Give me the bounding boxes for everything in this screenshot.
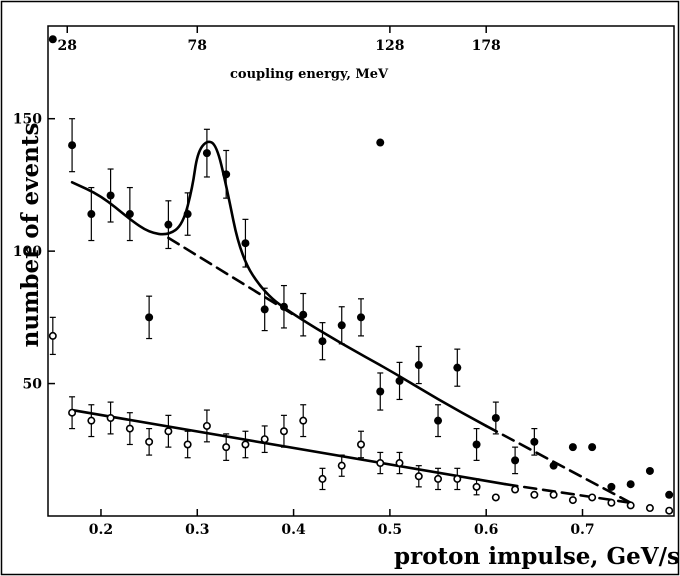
open-data-point <box>588 493 597 502</box>
open-data-point <box>125 424 134 433</box>
filled-data-point <box>183 210 192 219</box>
filled-data-point <box>125 210 134 219</box>
filled-data-point <box>145 313 154 322</box>
open-data-point <box>279 427 288 436</box>
top-tick-label: 128 <box>375 38 404 54</box>
filled-data-point <box>202 149 211 158</box>
x-axis-label: proton impulse, GeV/sec <box>394 543 680 570</box>
filled-data-point <box>318 337 327 346</box>
open-data-point <box>376 459 385 468</box>
open-data-point <box>568 496 577 505</box>
filled-data-point <box>48 35 57 44</box>
open-data-point <box>472 482 481 491</box>
x-tick-label: 0.2 <box>89 522 113 538</box>
filled-data-point <box>376 387 385 396</box>
open-data-point <box>87 416 96 425</box>
filled-data-point <box>260 305 269 314</box>
filled-data-point <box>222 170 231 179</box>
open-data-point <box>511 485 520 494</box>
dashed-fit-curve <box>484 424 632 505</box>
dashed-fit-curve <box>167 236 295 317</box>
open-data-point <box>607 498 616 507</box>
open-data-point <box>202 421 211 430</box>
y-tick-label: 100 <box>13 244 42 260</box>
filled-data-point <box>299 310 308 319</box>
x-tick-label: 0.4 <box>281 522 306 538</box>
open-data-point <box>222 443 231 452</box>
open-data-point <box>68 408 77 417</box>
filled-data-point <box>87 210 96 219</box>
filled-data-point <box>414 361 423 370</box>
open-data-point <box>491 493 500 502</box>
filled-data-point <box>279 302 288 311</box>
filled-data-point <box>68 141 77 150</box>
open-data-point <box>626 501 635 510</box>
open-data-point <box>645 504 654 513</box>
open-data-point <box>356 440 365 449</box>
fit-curve <box>70 140 488 428</box>
filled-data-point <box>106 191 115 200</box>
open-data-point <box>414 472 423 481</box>
x-tick-label: 0.5 <box>378 522 402 538</box>
open-data-point <box>241 440 250 449</box>
filled-data-point <box>626 480 635 489</box>
top-tick-label: 78 <box>188 38 207 54</box>
y-axis-label: number of events <box>17 123 44 348</box>
filled-data-point <box>434 416 443 425</box>
filled-data-point <box>395 376 404 385</box>
open-data-point <box>299 416 308 425</box>
filled-data-point <box>511 456 520 465</box>
x-tick-label: 0.6 <box>474 522 498 538</box>
filled-data-point <box>472 440 481 449</box>
data-points <box>48 35 674 515</box>
x-tick-label: 0.3 <box>185 522 209 538</box>
open-data-point <box>260 435 269 444</box>
filled-data-point <box>453 363 462 372</box>
filled-data-point <box>568 443 577 452</box>
y-tick-label: 50 <box>23 377 43 393</box>
fit-curves <box>70 140 632 505</box>
filled-data-point <box>357 313 365 322</box>
tick-labels: 0.2 0.3 0.4 0.5 0.6 0.7 50 100 150 28 78 128 178 <box>13 38 595 538</box>
open-data-point <box>395 459 404 468</box>
plot-frame <box>47 25 675 517</box>
open-data-point <box>318 474 327 483</box>
filled-data-point <box>164 220 173 229</box>
open-data-point <box>453 474 462 483</box>
filled-data-point <box>665 490 674 499</box>
x-tick-label: 0.7 <box>570 522 594 538</box>
open-data-point <box>665 506 674 515</box>
top-tick-label: 178 <box>472 38 501 54</box>
open-data-point <box>549 490 558 499</box>
open-data-point <box>48 331 57 340</box>
top-axis-label: coupling energy, MeV <box>230 67 389 82</box>
filled-data-point <box>607 482 616 491</box>
open-data-point <box>145 437 154 446</box>
filled-data-point <box>241 239 250 248</box>
open-data-point <box>164 427 173 436</box>
filled-data-point <box>376 138 385 147</box>
filled-data-point <box>530 437 539 446</box>
open-data-point <box>530 490 539 499</box>
open-data-point <box>183 440 192 449</box>
filled-data-point <box>337 321 346 330</box>
filled-data-point <box>491 414 500 422</box>
filled-data-point <box>549 461 558 470</box>
axis-ticks <box>48 26 584 516</box>
fit-curve <box>70 408 507 486</box>
open-data-point <box>434 474 443 483</box>
filled-data-point <box>645 466 654 475</box>
open-data-point <box>337 461 346 470</box>
filled-data-point <box>588 443 597 452</box>
open-data-point <box>106 413 115 422</box>
top-tick-label: 28 <box>58 38 77 54</box>
y-tick-label: 150 <box>13 112 42 128</box>
